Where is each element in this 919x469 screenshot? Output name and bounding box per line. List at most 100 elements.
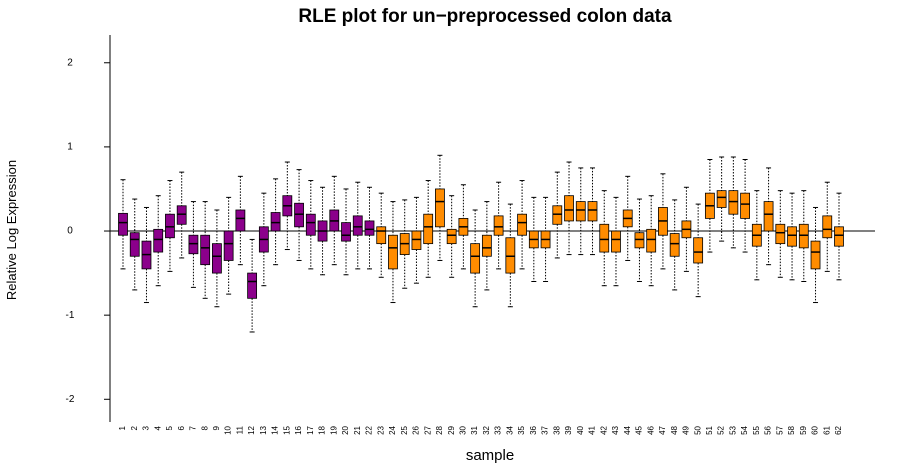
x-tick-label: 52: [717, 425, 726, 434]
x-tick-label: 40: [576, 425, 585, 434]
box: [611, 230, 621, 253]
y-tick-label: 1: [67, 142, 73, 153]
x-tick-label: 35: [517, 425, 526, 434]
x-tick-label: 36: [529, 425, 538, 434]
x-tick-label: 2: [130, 425, 139, 430]
x-tick-label: 4: [153, 425, 162, 430]
x-tick-label: 26: [412, 425, 421, 434]
x-tick-label: 1: [118, 425, 127, 430]
x-tick-label: 38: [552, 425, 561, 434]
box: [223, 230, 234, 261]
x-tick-label: 29: [447, 425, 456, 434]
y-tick-label: 2: [67, 57, 73, 68]
x-tick-label: 9: [212, 425, 221, 430]
x-tick-label: 30: [459, 425, 468, 434]
box: [294, 202, 304, 228]
x-tick-label: 10: [224, 425, 233, 434]
x-tick-label: 18: [318, 425, 327, 434]
box: [247, 272, 258, 299]
box: [200, 234, 211, 266]
x-tick-label: 27: [423, 425, 432, 434]
x-tick-label: 33: [494, 425, 503, 434]
box: [176, 205, 187, 225]
y-tick-label: -1: [66, 310, 75, 321]
x-tick-label: 16: [294, 425, 303, 434]
x-tick-label: 62: [834, 425, 843, 434]
x-tick-label: 43: [611, 425, 620, 434]
x-tick-label: 11: [235, 425, 244, 434]
box: [165, 213, 175, 239]
box: [552, 205, 563, 225]
box: [364, 220, 375, 236]
box: [517, 213, 527, 236]
x-tick-label: 53: [728, 425, 737, 434]
x-axis-label: sample: [466, 447, 514, 464]
x-tick-label: 49: [682, 425, 691, 434]
x-tick-label: 28: [435, 425, 444, 434]
x-tick-label: 48: [670, 425, 679, 434]
x-tick-label: 5: [165, 425, 174, 430]
y-axis-label: Relative Log Expression: [4, 160, 19, 300]
box: [235, 209, 246, 232]
x-tick-label: 8: [200, 425, 209, 430]
y-tick-label: -2: [66, 394, 75, 405]
box: [787, 226, 797, 247]
box: [646, 228, 657, 253]
x-tick-label: 23: [376, 425, 385, 434]
x-tick-label: 54: [740, 425, 749, 434]
x-tick-label: 61: [822, 425, 831, 434]
x-tick-label: 37: [541, 425, 550, 434]
x-tick-label: 59: [799, 425, 808, 434]
x-tick-label: 3: [142, 425, 151, 430]
x-tick-label: 45: [635, 425, 644, 434]
box: [153, 228, 164, 253]
box: [270, 212, 281, 232]
box: [470, 243, 481, 274]
x-tick-label: 12: [247, 425, 256, 434]
box: [728, 190, 739, 215]
box: [305, 213, 316, 236]
box: [693, 237, 704, 264]
box: [775, 223, 786, 245]
box: [411, 230, 422, 250]
box: [423, 213, 434, 245]
x-tick-label: 24: [388, 425, 397, 434]
x-tick-label: 57: [775, 425, 784, 434]
box: [446, 228, 457, 245]
box: [634, 232, 645, 249]
box: [740, 192, 750, 219]
x-tick-label: 42: [599, 425, 608, 434]
box: [822, 215, 833, 239]
box: [435, 188, 445, 228]
x-tick-label: 55: [752, 425, 761, 434]
x-tick-label: 13: [259, 425, 268, 434]
x-tick-label: 7: [189, 425, 198, 430]
x-tick-label: 22: [365, 425, 374, 434]
box: [669, 233, 680, 257]
box: [575, 201, 586, 222]
x-tick-label: 39: [564, 425, 573, 434]
box: [587, 201, 598, 222]
y-tick-label: 0: [67, 226, 73, 237]
box: [716, 190, 727, 208]
box: [481, 234, 492, 257]
x-tick-label: 19: [329, 425, 338, 434]
box: [798, 223, 809, 249]
box: [376, 226, 387, 245]
x-tick-label: 14: [271, 425, 280, 434]
box: [212, 243, 222, 274]
x-tick-label: 21: [353, 425, 362, 434]
box: [564, 195, 574, 222]
box: [493, 215, 504, 236]
box: [129, 232, 140, 257]
x-tick-label: 44: [623, 425, 632, 434]
box: [341, 222, 351, 242]
x-tick-label: 46: [646, 425, 655, 434]
box: [118, 212, 128, 236]
x-tick-label: 58: [787, 425, 796, 434]
x-tick-label: 60: [811, 425, 820, 434]
chart-title: RLE plot for un−preprocessed colon data: [298, 6, 672, 27]
box: [388, 234, 398, 270]
box: [505, 237, 516, 274]
box: [188, 234, 199, 255]
